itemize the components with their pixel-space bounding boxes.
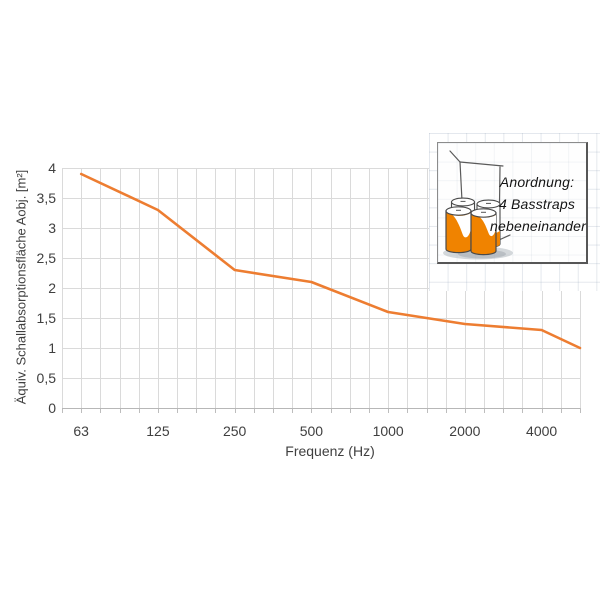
x-axis-tickmark [253,408,255,413]
inset-annotation-card: Anordnung: 4 Basstraps nebeneinander [437,142,588,264]
x-axis-tickmark [177,408,179,413]
horizontal-gridline [62,318,580,319]
basstraps-corner-sketch-icon [443,150,513,260]
x-axis-tickmark [580,408,581,413]
x-axis-tickmark [196,408,198,413]
horizontal-gridline [62,408,580,409]
x-axis-tickmark [81,408,83,413]
x-tick-label: 125 [146,423,170,439]
x-tick-label: 2000 [449,423,481,439]
x-axis-tickmark [330,408,332,413]
x-axis-tickmark [484,408,486,413]
x-axis-tickmark [368,408,370,413]
x-axis-tickmark [311,408,313,413]
basstrap-front-left [445,206,472,254]
x-axis-tickmark [388,408,390,413]
y-tick-label: 2,5 [36,250,56,266]
x-axis-tickmark [541,408,543,413]
x-axis-tickmark [215,408,217,413]
y-tick-label: 1,5 [36,310,56,326]
basstrap-front-right [470,208,497,256]
inset-caption: Anordnung: 4 Basstraps nebeneinander [490,171,587,237]
x-axis-tickmark [100,408,102,413]
horizontal-gridline [62,168,580,169]
inset-caption-line-2: 4 Basstraps [498,196,576,212]
x-axis-tickmark [522,408,524,413]
x-axis-tickmark [138,408,140,413]
x-axis-title: Frequenz (Hz) [285,443,375,459]
y-tick-label: 3 [48,220,56,236]
x-tick-label: 4000 [526,423,558,439]
x-axis-tickmark [349,408,351,413]
y-tick-label: 0,5 [36,370,56,386]
y-tick-label: 2 [48,280,56,296]
y-tick-label: 3,5 [36,190,56,206]
x-tick-label: 63 [73,423,89,439]
x-tick-label: 1000 [372,423,404,439]
y-tick-label: 4 [48,160,56,176]
x-axis-tickmark [426,408,428,413]
y-axis-title: Äquiv. Schallabsorptionsfläche Aobj. [m²… [13,169,29,405]
inset-caption-line-3: nebeneinander [490,218,587,234]
x-axis-tickmark [62,408,63,413]
x-axis-tickmark [503,408,505,413]
x-axis-tickmark [445,408,447,413]
y-tick-label: 1 [48,340,56,356]
x-axis-tickmark [273,408,275,413]
x-tick-label: 500 [299,423,324,439]
horizontal-gridline [62,348,580,349]
x-axis-tickmark [119,408,121,413]
x-axis-tickmark [234,408,236,413]
graph-paper-backdrop: Anordnung: 4 Basstraps nebeneinander [429,133,600,291]
horizontal-gridline [62,378,580,379]
inset-caption-line-1: Anordnung: [499,174,575,190]
x-axis-tickmark [464,408,466,413]
x-axis-tickmark [157,408,159,413]
x-axis-tickmark [407,408,409,413]
x-axis-tickmark [292,408,294,413]
x-tick-label: 250 [222,423,247,439]
x-axis-tickmark [560,408,562,413]
y-tick-label: 0 [48,400,56,416]
